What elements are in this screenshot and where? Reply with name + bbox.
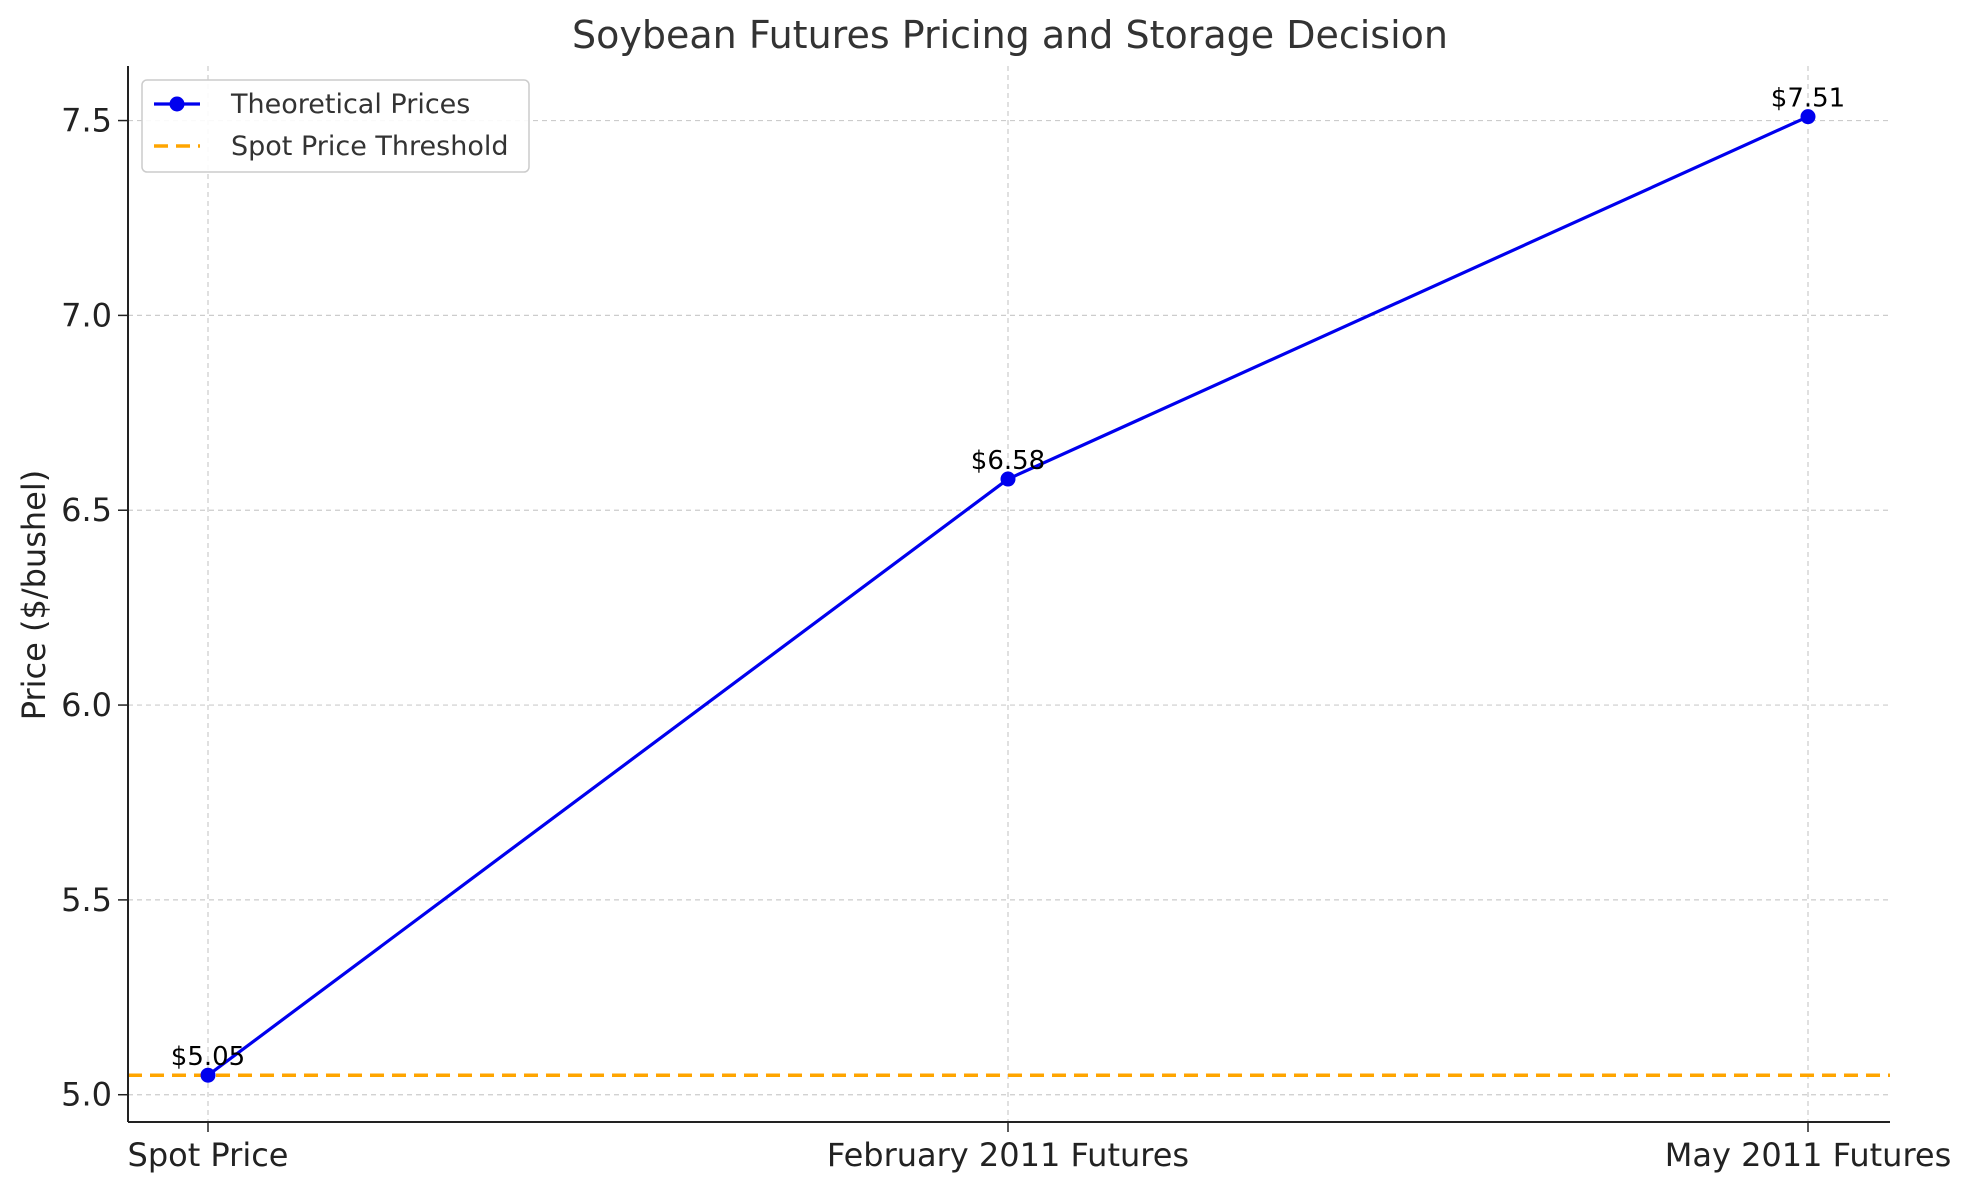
series-point-0-2 — [1800, 109, 1816, 125]
tick-labels: 5.0 5.5 6.0 6.5 7.0 7.5 Spot Price February 201… — [61, 102, 1951, 1174]
legend-marker-series — [169, 96, 185, 112]
data-label-0-1: $6.58 — [971, 446, 1045, 476]
y-tick-label-1: 5.5 — [61, 881, 112, 919]
data-labels: $5.05 $6.58 $7.51 — [171, 84, 1845, 1073]
legend: Theoretical Prices Spot Price Threshold — [141, 79, 530, 173]
y-tick-label-2: 6.0 — [61, 686, 112, 724]
x-tick-label-0: Spot Price — [128, 1136, 289, 1174]
grid-lines — [128, 66, 1890, 1122]
y-tick-label-5: 7.5 — [61, 102, 112, 140]
legend-label-series: Theoretical Prices — [230, 89, 470, 120]
chart-title: Soybean Futures Pricing and Storage Deci… — [572, 13, 1448, 57]
series-point-0-0 — [200, 1067, 216, 1083]
data-label-0-2: $7.51 — [1771, 84, 1845, 114]
legend-box — [141, 79, 530, 173]
x-tick-label-2: May 2011 Futures — [1665, 1136, 1952, 1174]
y-axis-label: Price ($/bushel) — [15, 470, 53, 720]
y-tick-label-0: 5.0 — [61, 1076, 112, 1114]
y-tick-label-3: 6.5 — [61, 491, 112, 529]
data-label-0-0: $5.05 — [171, 1042, 245, 1072]
series-point-0-1 — [1000, 471, 1016, 487]
x-tick-label-1: February 2011 Futures — [827, 1136, 1189, 1174]
legend-label-threshold: Spot Price Threshold — [231, 131, 508, 162]
y-tick-label-4: 7.0 — [61, 296, 112, 334]
axes-group — [118, 66, 1890, 1132]
series-group — [200, 109, 1816, 1083]
